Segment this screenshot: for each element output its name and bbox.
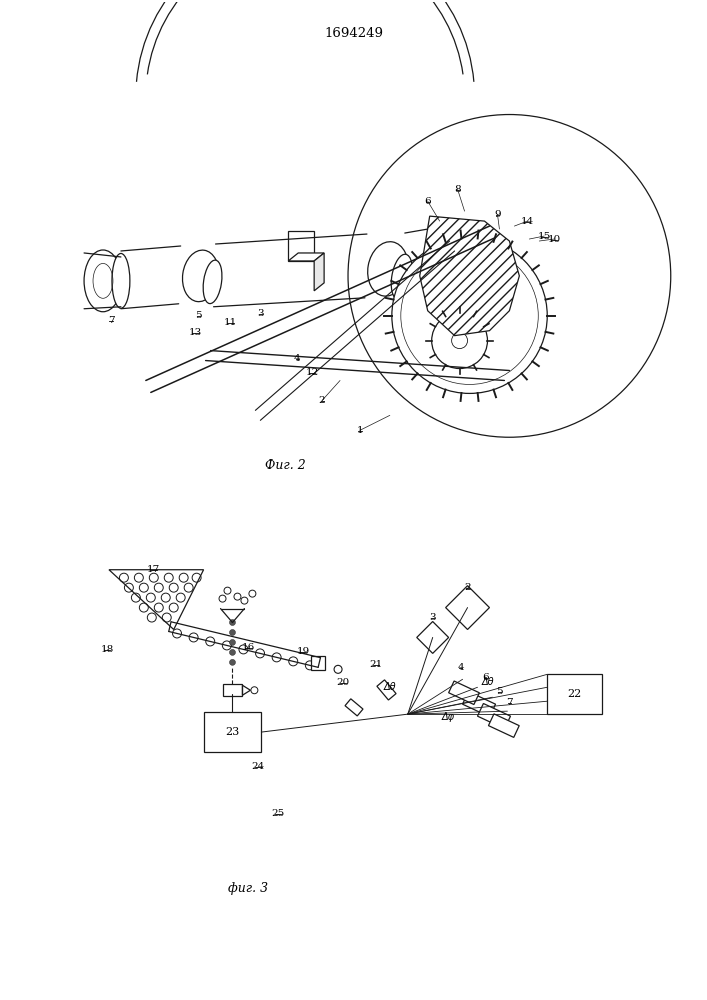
Text: Δθ: Δθ — [481, 677, 493, 687]
Text: 21: 21 — [369, 660, 382, 669]
Text: Фиг. 2: Фиг. 2 — [265, 459, 305, 472]
Text: 4: 4 — [294, 354, 300, 363]
Text: 16: 16 — [242, 643, 255, 652]
Bar — [489, 714, 519, 737]
Text: 4: 4 — [457, 663, 464, 672]
Text: 19: 19 — [296, 647, 310, 656]
Text: 2: 2 — [464, 583, 471, 592]
Text: 18: 18 — [100, 645, 114, 654]
Polygon shape — [314, 253, 324, 291]
Text: 24: 24 — [252, 762, 265, 771]
Text: 23: 23 — [226, 727, 240, 737]
Text: 1694249: 1694249 — [325, 27, 383, 40]
Circle shape — [392, 238, 547, 393]
Bar — [477, 704, 510, 729]
Circle shape — [432, 313, 487, 369]
Circle shape — [230, 629, 235, 635]
Text: 14: 14 — [520, 217, 534, 226]
Ellipse shape — [84, 250, 122, 312]
Text: 20: 20 — [337, 678, 350, 687]
Text: 9: 9 — [494, 210, 501, 219]
Bar — [311, 656, 325, 670]
Bar — [288, 231, 314, 261]
Bar — [547, 674, 602, 714]
Text: 25: 25 — [271, 809, 285, 818]
Bar — [204, 712, 262, 752]
Text: Δθ: Δθ — [383, 682, 396, 692]
Text: 7: 7 — [107, 316, 115, 325]
Ellipse shape — [368, 242, 408, 296]
Text: 5: 5 — [496, 687, 503, 696]
Text: 6: 6 — [424, 197, 431, 206]
Text: 5: 5 — [195, 311, 202, 320]
Ellipse shape — [203, 260, 222, 304]
Polygon shape — [420, 216, 520, 336]
Bar — [462, 692, 496, 717]
Bar — [223, 684, 243, 696]
Text: 8: 8 — [455, 185, 461, 194]
Text: Δφ: Δφ — [441, 712, 454, 722]
Ellipse shape — [182, 250, 218, 302]
Text: 11: 11 — [224, 318, 237, 327]
Text: 1: 1 — [356, 426, 363, 435]
Text: 15: 15 — [537, 232, 551, 241]
Text: 17: 17 — [147, 565, 160, 574]
Text: 10: 10 — [548, 235, 561, 244]
Text: 2: 2 — [319, 396, 325, 405]
Text: 3: 3 — [257, 309, 264, 318]
Text: 7: 7 — [506, 698, 513, 707]
Ellipse shape — [112, 253, 130, 308]
Bar — [345, 699, 363, 716]
Circle shape — [230, 639, 235, 645]
Text: 6: 6 — [482, 673, 489, 682]
Circle shape — [230, 649, 235, 655]
Text: 13: 13 — [189, 328, 202, 337]
Circle shape — [230, 659, 235, 665]
Text: 12: 12 — [305, 368, 319, 377]
Bar — [449, 681, 479, 705]
Ellipse shape — [391, 254, 412, 300]
Circle shape — [230, 620, 235, 626]
Text: фиг. 3: фиг. 3 — [228, 882, 269, 895]
Bar — [377, 680, 396, 700]
Text: 22: 22 — [567, 689, 581, 699]
Polygon shape — [288, 253, 324, 261]
Text: 3: 3 — [429, 613, 436, 622]
